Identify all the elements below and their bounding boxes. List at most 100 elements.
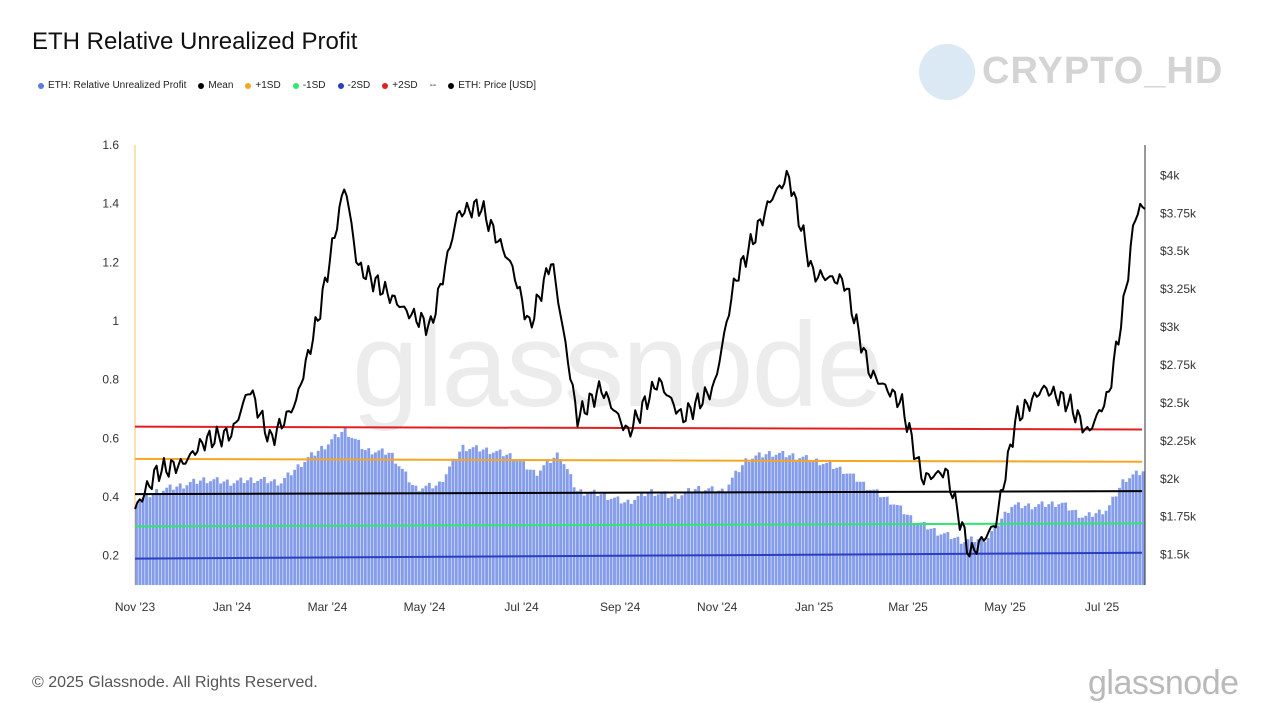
- rup-bar: [1003, 511, 1007, 585]
- rup-bar: [175, 486, 179, 585]
- rup-bar: [976, 539, 980, 585]
- copyright-footer: © 2025 Glassnode. All Rights Reserved.: [32, 674, 318, 691]
- rup-bar: [700, 492, 704, 585]
- x-tick-label: Jul '24: [504, 600, 539, 614]
- rup-bar: [710, 486, 714, 585]
- right-tick-label: $3.25k: [1160, 282, 1197, 296]
- legend-label: -2SD: [347, 80, 371, 91]
- rup-bar: [980, 536, 983, 585]
- rup-bar: [885, 496, 889, 585]
- rup-bar: [427, 482, 431, 585]
- rup-bar: [744, 458, 748, 585]
- rup-bar: [778, 452, 781, 585]
- rup-bar: [195, 483, 199, 585]
- rup-bar: [178, 483, 182, 585]
- right-tick-label: $3k: [1160, 320, 1180, 334]
- x-tick-label: Nov '23: [115, 600, 156, 614]
- rup-bar: [431, 488, 435, 585]
- rup-bar: [495, 451, 499, 585]
- rup-bar: [444, 474, 448, 585]
- left-tick-label: 0.2: [102, 549, 119, 563]
- rup-bar: [417, 491, 421, 585]
- rup-bar: [222, 481, 226, 585]
- rup-bar: [670, 496, 674, 585]
- rup-bar: [1128, 478, 1132, 585]
- legend-item[interactable]: +2SD: [382, 80, 418, 91]
- rup-bar: [838, 466, 842, 585]
- price-line: [134, 169, 1146, 558]
- legend-dot-marker: [245, 82, 252, 89]
- rup-bar: [949, 539, 953, 585]
- legend-label: +1SD: [255, 80, 281, 91]
- rup-bar: [959, 543, 963, 585]
- rup-bar: [1047, 504, 1051, 585]
- rup-bar: [660, 492, 664, 585]
- band-line-mean: [134, 490, 1143, 496]
- rup-bar: [1084, 515, 1088, 585]
- rup-bar: [613, 497, 616, 585]
- legend-item[interactable]: -2SD: [337, 80, 371, 91]
- legend-item[interactable]: -- ETH: Price [USD]: [430, 80, 536, 91]
- rup-bar: [138, 501, 142, 585]
- right-tick-label: $3.75k: [1160, 206, 1197, 220]
- rup-bar: [559, 459, 563, 585]
- rup-bar: [306, 457, 310, 585]
- rup-bar: [673, 494, 677, 585]
- rup-bar: [286, 472, 290, 585]
- rup-bar: [256, 480, 260, 585]
- rup-bar: [650, 489, 653, 585]
- rup-bar: [586, 493, 589, 585]
- left-tick-label: 0.6: [102, 431, 119, 445]
- rup-bar: [481, 449, 485, 585]
- rup-bar: [370, 454, 374, 585]
- rup-bar: [973, 541, 977, 585]
- rup-bar: [246, 480, 249, 585]
- x-tick-label: Nov '24: [697, 600, 738, 614]
- rup-bar: [225, 479, 229, 585]
- rup-bar: [690, 492, 694, 585]
- legend-item[interactable]: +1SD: [245, 80, 281, 91]
- legend-item[interactable]: -1SD: [292, 80, 326, 91]
- rup-bar: [172, 489, 175, 585]
- rup-bar: [269, 481, 273, 585]
- left-tick-label: 0.4: [102, 490, 119, 504]
- rup-bar: [387, 452, 391, 585]
- x-tick-label: May '24: [404, 600, 446, 614]
- rup-bar: [855, 481, 859, 585]
- right-tick-label: $4k: [1160, 168, 1180, 182]
- rup-bar: [592, 489, 596, 585]
- rup-bar: [390, 452, 394, 585]
- legend-item[interactable]: ETH: Relative Unrealized Profit: [38, 80, 186, 91]
- rup-bar: [549, 463, 552, 585]
- rup-bar: [730, 477, 734, 585]
- rup-bar: [1010, 506, 1014, 585]
- rup-bar: [643, 496, 647, 585]
- rup-bar: [831, 468, 835, 585]
- rup-bar: [808, 461, 812, 585]
- rup-bar: [1057, 504, 1061, 585]
- rup-bar: [155, 488, 159, 585]
- x-tick-label: Mar '24: [308, 600, 348, 614]
- rup-bar: [1101, 514, 1105, 585]
- rup-bar: [182, 488, 185, 585]
- rup-bar: [535, 475, 539, 585]
- rup-bar: [135, 505, 138, 585]
- rup-bar: [932, 528, 936, 585]
- rup-bar: [996, 525, 1000, 585]
- rup-bar: [794, 459, 798, 585]
- legend-item[interactable]: Mean: [198, 80, 233, 91]
- rup-bar: [848, 473, 852, 585]
- rup-bar: [767, 451, 771, 585]
- rup-bar: [872, 489, 876, 585]
- rup-bar: [626, 499, 630, 585]
- rup-bar: [666, 497, 670, 585]
- rup-bar: [663, 491, 667, 585]
- legend-label: Mean: [208, 80, 234, 91]
- rup-bar: [1070, 510, 1074, 585]
- rup-bar: [545, 460, 549, 585]
- rup-bar: [515, 460, 519, 585]
- rup-bar: [862, 481, 866, 585]
- rup-bar: [313, 455, 317, 585]
- rup-bar: [990, 531, 993, 585]
- rup-bar: [293, 469, 297, 585]
